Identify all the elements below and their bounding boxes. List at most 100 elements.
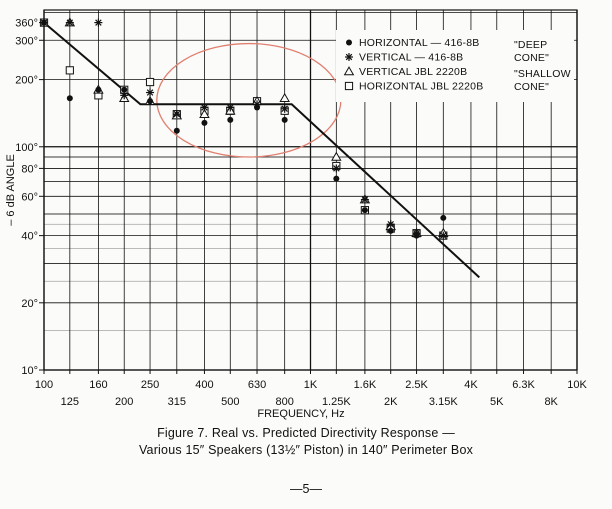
data-point-filled-circle [95,86,102,93]
data-point-asterisk [412,229,421,238]
legend-note-shallow-2: CONE" [514,81,549,93]
asterisk-stroke [201,104,208,111]
data-point-filled-circle [361,207,368,214]
legend: HORIZONTAL — 416-8B VERTICAL — 416-8B VERT… [336,30,574,102]
data-point-filled-circle [201,119,208,126]
x-tick-label: 200 [115,396,133,408]
asterisk-stroke [333,165,340,172]
x-tick-label: 1K [304,379,318,391]
legend-background [336,30,574,102]
x-tick-label: 1.6K [354,379,377,391]
data-point-filled-circle [173,127,180,134]
asterisk-stroke [95,19,102,26]
x-tick-label: 4K [464,379,478,391]
legend-note-deep-1: "DEEP [514,39,547,51]
data-point-filled-circle [440,214,447,221]
asterisk-stroke [120,92,128,99]
data-point-asterisk [65,18,74,27]
y-tick-labels: 10° 20° 40° 60° 80° 100° 200° 300° 360° [15,18,44,377]
x-tick-label: 2.5K [405,379,428,391]
x-tick-label: 400 [195,379,213,391]
asterisk-stroke [281,105,288,113]
x-tick-labels: 100 125 160 200 250 315 400 500 630 800 1K 1.25K1.6… [35,370,587,408]
legend-marker-open-triangle [343,66,355,76]
asterisk-stroke [413,229,420,237]
x-tick-label: 630 [248,379,266,391]
x-tick-label: 3.15K [429,396,458,408]
y-tick-label: 80° [21,163,38,175]
legend-marker-filled-circle [346,39,352,46]
data-point-asterisk [439,231,448,240]
asterisk-stroke [40,19,48,26]
data-point-asterisk [253,100,262,109]
x-tick-label: 250 [141,379,159,391]
x-tick-label: 6.3K [512,379,535,391]
data-point-open-square [145,77,155,87]
data-point-filled-circle [387,227,394,234]
asterisk-stroke [173,110,181,118]
x-tick-label: 160 [89,379,107,391]
legend-note-deep-2: CONE" [514,52,549,64]
asterisk-stroke [66,19,74,26]
x-tick-label: 125 [61,396,79,408]
figure-caption-line-2: Various 15″ Speakers (13½″ Piston) in 14… [138,443,474,457]
legend-label: VERTICAL JBL 2220B [359,66,467,78]
data-point-filled-circle [333,175,340,182]
asterisk-stroke [440,232,447,239]
y-tick-label: 200° [15,75,38,87]
data-point-open-square [65,66,74,75]
data-point-filled-circle [227,116,234,123]
y-axis-label: – 6 dB ANGLE [5,154,17,226]
data-point-asterisk [386,220,395,229]
asterisk-stroke [253,101,261,108]
x-tick-label: 100 [35,379,53,391]
legend-marker-open-square [344,81,354,91]
y-tick-label: 300° [15,35,38,47]
data-point-asterisk [360,195,369,204]
x-tick-label: 5K [490,396,504,408]
data-point-open-triangle [199,108,210,118]
page-number: —5— [290,482,322,496]
data-point-filled-circle [147,98,154,105]
legend-label: HORIZONTAL JBL 2220B [359,81,483,93]
y-tick-label: 10° [21,365,38,377]
legend-label: VERTICAL — 416-8B [359,52,463,64]
x-tick-label: 500 [221,396,239,408]
figure-caption-line-1: Figure 7. Real vs. Predicted Directivity… [157,426,455,440]
y-tick-label: 100° [15,142,38,154]
data-point-asterisk [332,164,341,173]
x-tick-label: 315 [168,396,186,408]
data-point-asterisk [280,104,289,113]
x-tick-label: 2K [384,396,398,408]
x-tick-label: 10K [567,379,587,391]
x-tick-label: 800 [275,396,293,408]
data-point-asterisk [200,103,209,112]
legend-note-shallow-1: "SHALLOW [514,68,571,80]
y-tick-label: 60° [21,191,38,203]
y-tick-label: 20° [21,298,38,310]
data-point-filled-circle [121,86,128,93]
data-points [39,17,449,240]
x-tick-label: 8K [544,396,558,408]
asterisk-stroke [146,89,154,96]
data-point-asterisk [94,18,103,27]
y-tick-label: 40° [21,231,38,243]
predicted-response-line [43,21,480,279]
data-point-filled-circle [66,95,73,102]
asterisk-stroke [387,220,394,228]
data-point-asterisk [226,103,235,112]
data-point-asterisk [120,91,129,100]
asterisk-stroke [361,196,369,203]
x-tick-label: 1.25K [322,396,351,408]
asterisk-stroke [345,53,353,61]
data-point-filled-circle [281,116,288,123]
data-point-open-triangle [331,151,342,161]
x-axis-label: FREQUENCY, Hz [257,408,344,420]
legend-label: HORIZONTAL — 416-8B [359,37,480,49]
data-point-asterisk [40,18,48,27]
data-point-asterisk [146,88,155,97]
data-point-asterisk [172,110,181,119]
y-tick-label: 360° [15,18,38,30]
asterisk-stroke [227,104,234,111]
